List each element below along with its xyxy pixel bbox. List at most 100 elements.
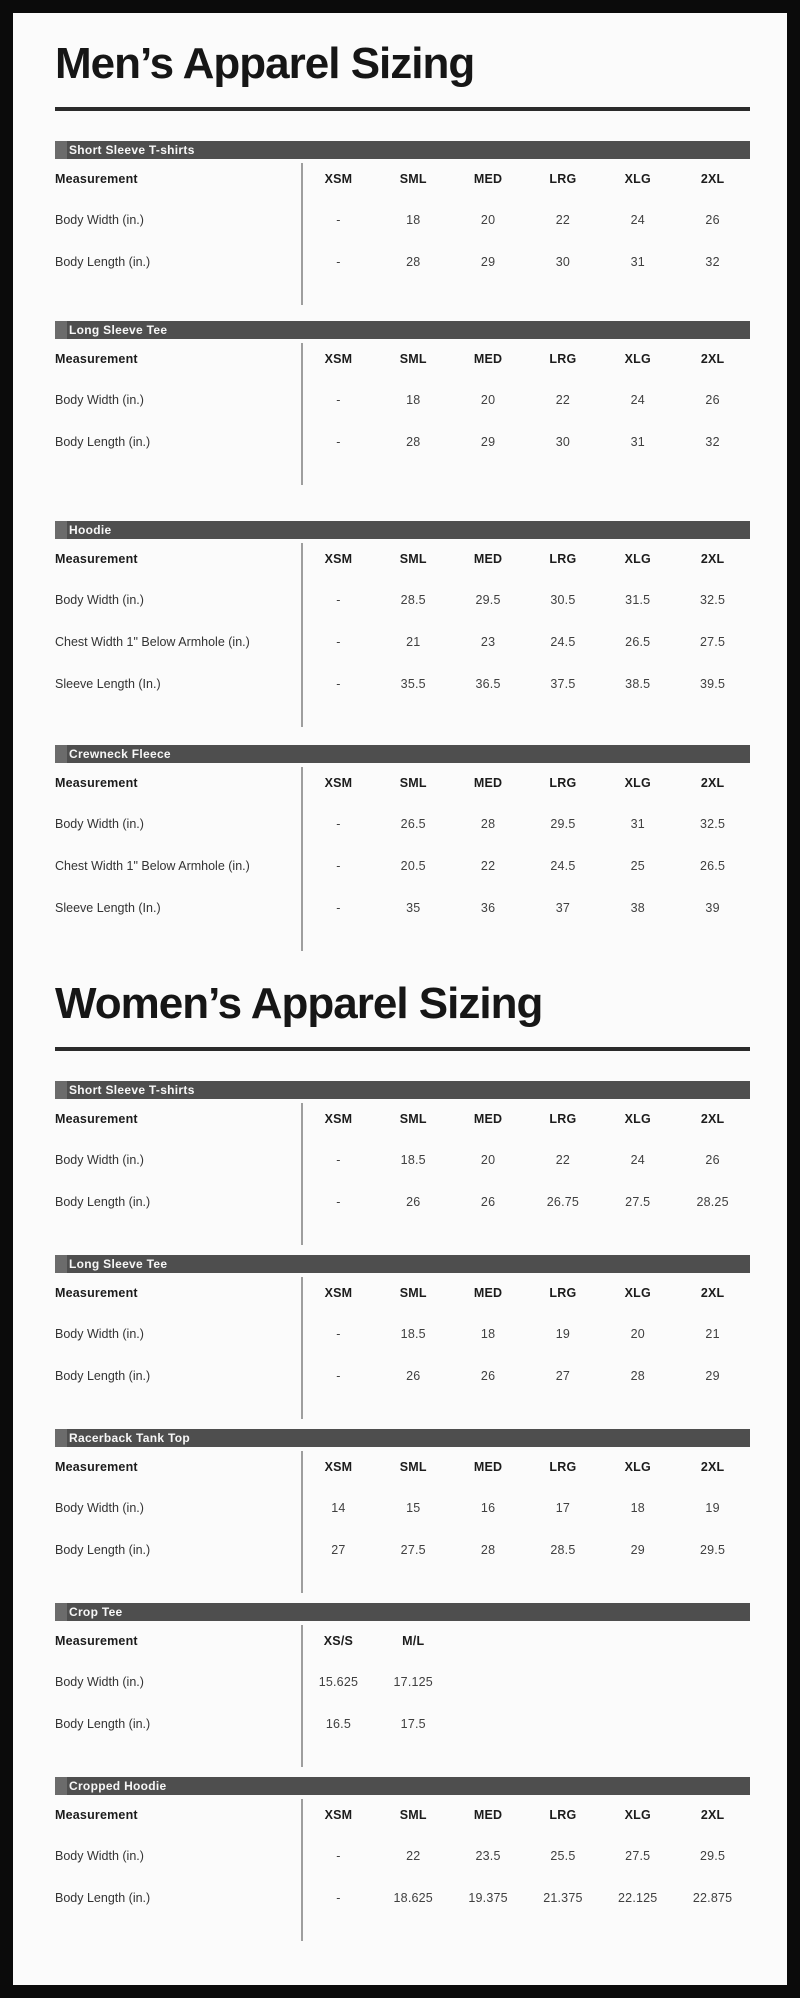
column-divider bbox=[301, 543, 303, 727]
size-column-header: LRG bbox=[549, 1286, 577, 1300]
measurement-label: Chest Width 1" Below Armhole (in.) bbox=[55, 859, 250, 873]
size-value: 32 bbox=[705, 255, 720, 269]
size-table: Racerback Tank Top Measurement XSM SML MED… bbox=[55, 1429, 750, 1593]
measurement-row: Body Width (in.) - 18 20 22 24 26 bbox=[55, 379, 750, 421]
size-column-header: MED bbox=[473, 776, 503, 790]
size-value bbox=[675, 1717, 750, 1731]
size-headers: XSM SML MED LRG XLG 2XL bbox=[301, 1112, 750, 1126]
size-column-header: XSM bbox=[324, 352, 353, 366]
size-column-header: 2XL bbox=[700, 776, 725, 790]
tables-container: Short Sleeve T-shirts Measurement XSM SML… bbox=[55, 1081, 750, 1941]
size-headers: XSM SML MED LRG XLG 2XL bbox=[301, 776, 750, 790]
size-table: Cropped Hoodie Measurement XSM SML MED LRG X… bbox=[55, 1777, 750, 1941]
size-value: 36 bbox=[480, 901, 496, 915]
size-value bbox=[451, 1717, 526, 1731]
table-title: Short Sleeve T-shirts bbox=[69, 1083, 195, 1097]
measurement-label: Sleeve Length (In.) bbox=[55, 901, 161, 915]
size-values: - 26 26 26.75 27.5 28.25 bbox=[301, 1195, 750, 1209]
size-column-header: XSM bbox=[324, 1112, 353, 1126]
size-value: - bbox=[336, 393, 341, 407]
measurement-header: Measurement bbox=[55, 552, 138, 566]
size-table: Short Sleeve T-shirts Measurement XSM SML… bbox=[55, 1081, 750, 1245]
size-value: - bbox=[336, 901, 341, 915]
size-value: 29 bbox=[480, 255, 496, 269]
size-value: - bbox=[336, 677, 341, 691]
size-value: 18.625 bbox=[393, 1891, 433, 1905]
size-value: 28.5 bbox=[400, 593, 426, 607]
measurement-label: Body Length (in.) bbox=[55, 255, 151, 269]
size-value: 22 bbox=[555, 1153, 571, 1167]
size-value: 35 bbox=[406, 901, 421, 915]
table-header-row: Measurement XS/S M/L bbox=[55, 1621, 750, 1661]
size-value: 14 bbox=[331, 1501, 346, 1515]
size-headers: XSM SML MED LRG XLG 2XL bbox=[301, 172, 750, 186]
size-column-header: 2XL bbox=[700, 1112, 725, 1126]
table-header-row: Measurement XSM SML MED LRG XLG 2XL bbox=[55, 159, 750, 199]
size-value: 28 bbox=[406, 435, 421, 449]
size-value: 18.5 bbox=[400, 1327, 426, 1341]
measurement-row: Body Width (in.) - 18.5 20 22 24 26 bbox=[55, 1139, 750, 1181]
size-value: - bbox=[336, 255, 341, 269]
size-value: 26 bbox=[705, 393, 720, 407]
size-value: 37 bbox=[555, 901, 571, 915]
size-value: 37.5 bbox=[550, 677, 576, 691]
size-value: 26.5 bbox=[625, 635, 651, 649]
column-divider bbox=[301, 1625, 303, 1767]
size-value: 26.5 bbox=[400, 817, 426, 831]
size-values: - 21 23 24.5 26.5 27.5 bbox=[301, 635, 750, 649]
size-headers: XSM SML MED LRG XLG 2XL bbox=[301, 1808, 750, 1822]
size-values: - 28 29 30 31 32 bbox=[301, 255, 750, 269]
size-value: 22.875 bbox=[692, 1891, 733, 1905]
size-headers: XSM SML MED LRG XLG 2XL bbox=[301, 352, 750, 366]
table-header-row: Measurement XSM SML MED LRG XLG 2XL bbox=[55, 1795, 750, 1835]
table-header-row: Measurement XSM SML MED LRG XLG 2XL bbox=[55, 1273, 750, 1313]
title-divider bbox=[55, 1047, 750, 1051]
size-value: 22 bbox=[406, 1849, 421, 1863]
size-value: 28 bbox=[406, 255, 421, 269]
size-value bbox=[526, 1717, 601, 1731]
size-value: 31 bbox=[630, 435, 645, 449]
measurement-header: Measurement bbox=[55, 172, 138, 186]
size-headers: XS/S M/L bbox=[301, 1634, 750, 1648]
size-value: 29.5 bbox=[700, 1849, 726, 1863]
measurement-header: Measurement bbox=[55, 1286, 138, 1300]
sizing-section: Men’s Apparel Sizing Short Sleeve T-shir… bbox=[55, 37, 750, 951]
size-value: 39.5 bbox=[700, 677, 726, 691]
size-value: 28 bbox=[480, 817, 496, 831]
size-values: - 18.625 19.375 21.375 22.125 22.875 bbox=[301, 1891, 750, 1905]
size-value: 26.75 bbox=[546, 1195, 580, 1209]
size-value: 17 bbox=[555, 1501, 571, 1515]
size-column-header: 2XL bbox=[700, 552, 725, 566]
measurement-row: Sleeve Length (In.) - 35.5 36.5 37.5 38.5 39.… bbox=[55, 663, 750, 705]
measurement-label: Body Width (in.) bbox=[55, 213, 144, 227]
size-value: 15 bbox=[406, 1501, 421, 1515]
size-value: 27.5 bbox=[400, 1543, 426, 1557]
table-title: Racerback Tank Top bbox=[69, 1431, 190, 1445]
size-value: 30 bbox=[555, 435, 571, 449]
size-column-header: MED bbox=[473, 1460, 503, 1474]
size-value bbox=[526, 1675, 601, 1689]
size-value: 29.5 bbox=[550, 817, 576, 831]
measurement-row: Body Length (in.) - 26 26 27 28 29 bbox=[55, 1355, 750, 1397]
size-value: 38.5 bbox=[625, 677, 651, 691]
table-title-bar: Crop Tee bbox=[55, 1603, 750, 1621]
size-value: - bbox=[336, 213, 341, 227]
size-value: 24 bbox=[630, 213, 645, 227]
size-table: Crewneck Fleece Measurement XSM SML MED LRG… bbox=[55, 745, 750, 951]
size-value bbox=[600, 1717, 675, 1731]
size-values: - 18 20 22 24 26 bbox=[301, 213, 750, 227]
size-value: 29 bbox=[630, 1543, 645, 1557]
table-grid: Measurement XS/S M/L Body Width (in.) 15.… bbox=[55, 1621, 750, 1767]
size-headers: XSM SML MED LRG XLG 2XL bbox=[301, 1460, 750, 1474]
size-value: 27.5 bbox=[625, 1849, 651, 1863]
table-title: Long Sleeve Tee bbox=[69, 1257, 168, 1271]
size-value: 32.5 bbox=[700, 593, 726, 607]
size-value: 20 bbox=[630, 1327, 645, 1341]
measurement-label: Body Width (in.) bbox=[55, 1327, 144, 1341]
size-values: - 35 36 37 38 39 bbox=[301, 901, 750, 915]
table-title-bar: Hoodie bbox=[55, 521, 750, 539]
size-column-header: 2XL bbox=[700, 172, 725, 186]
size-column-header: LRG bbox=[549, 1112, 577, 1126]
size-value: 28.25 bbox=[696, 1195, 729, 1209]
size-value: 31.5 bbox=[625, 593, 651, 607]
